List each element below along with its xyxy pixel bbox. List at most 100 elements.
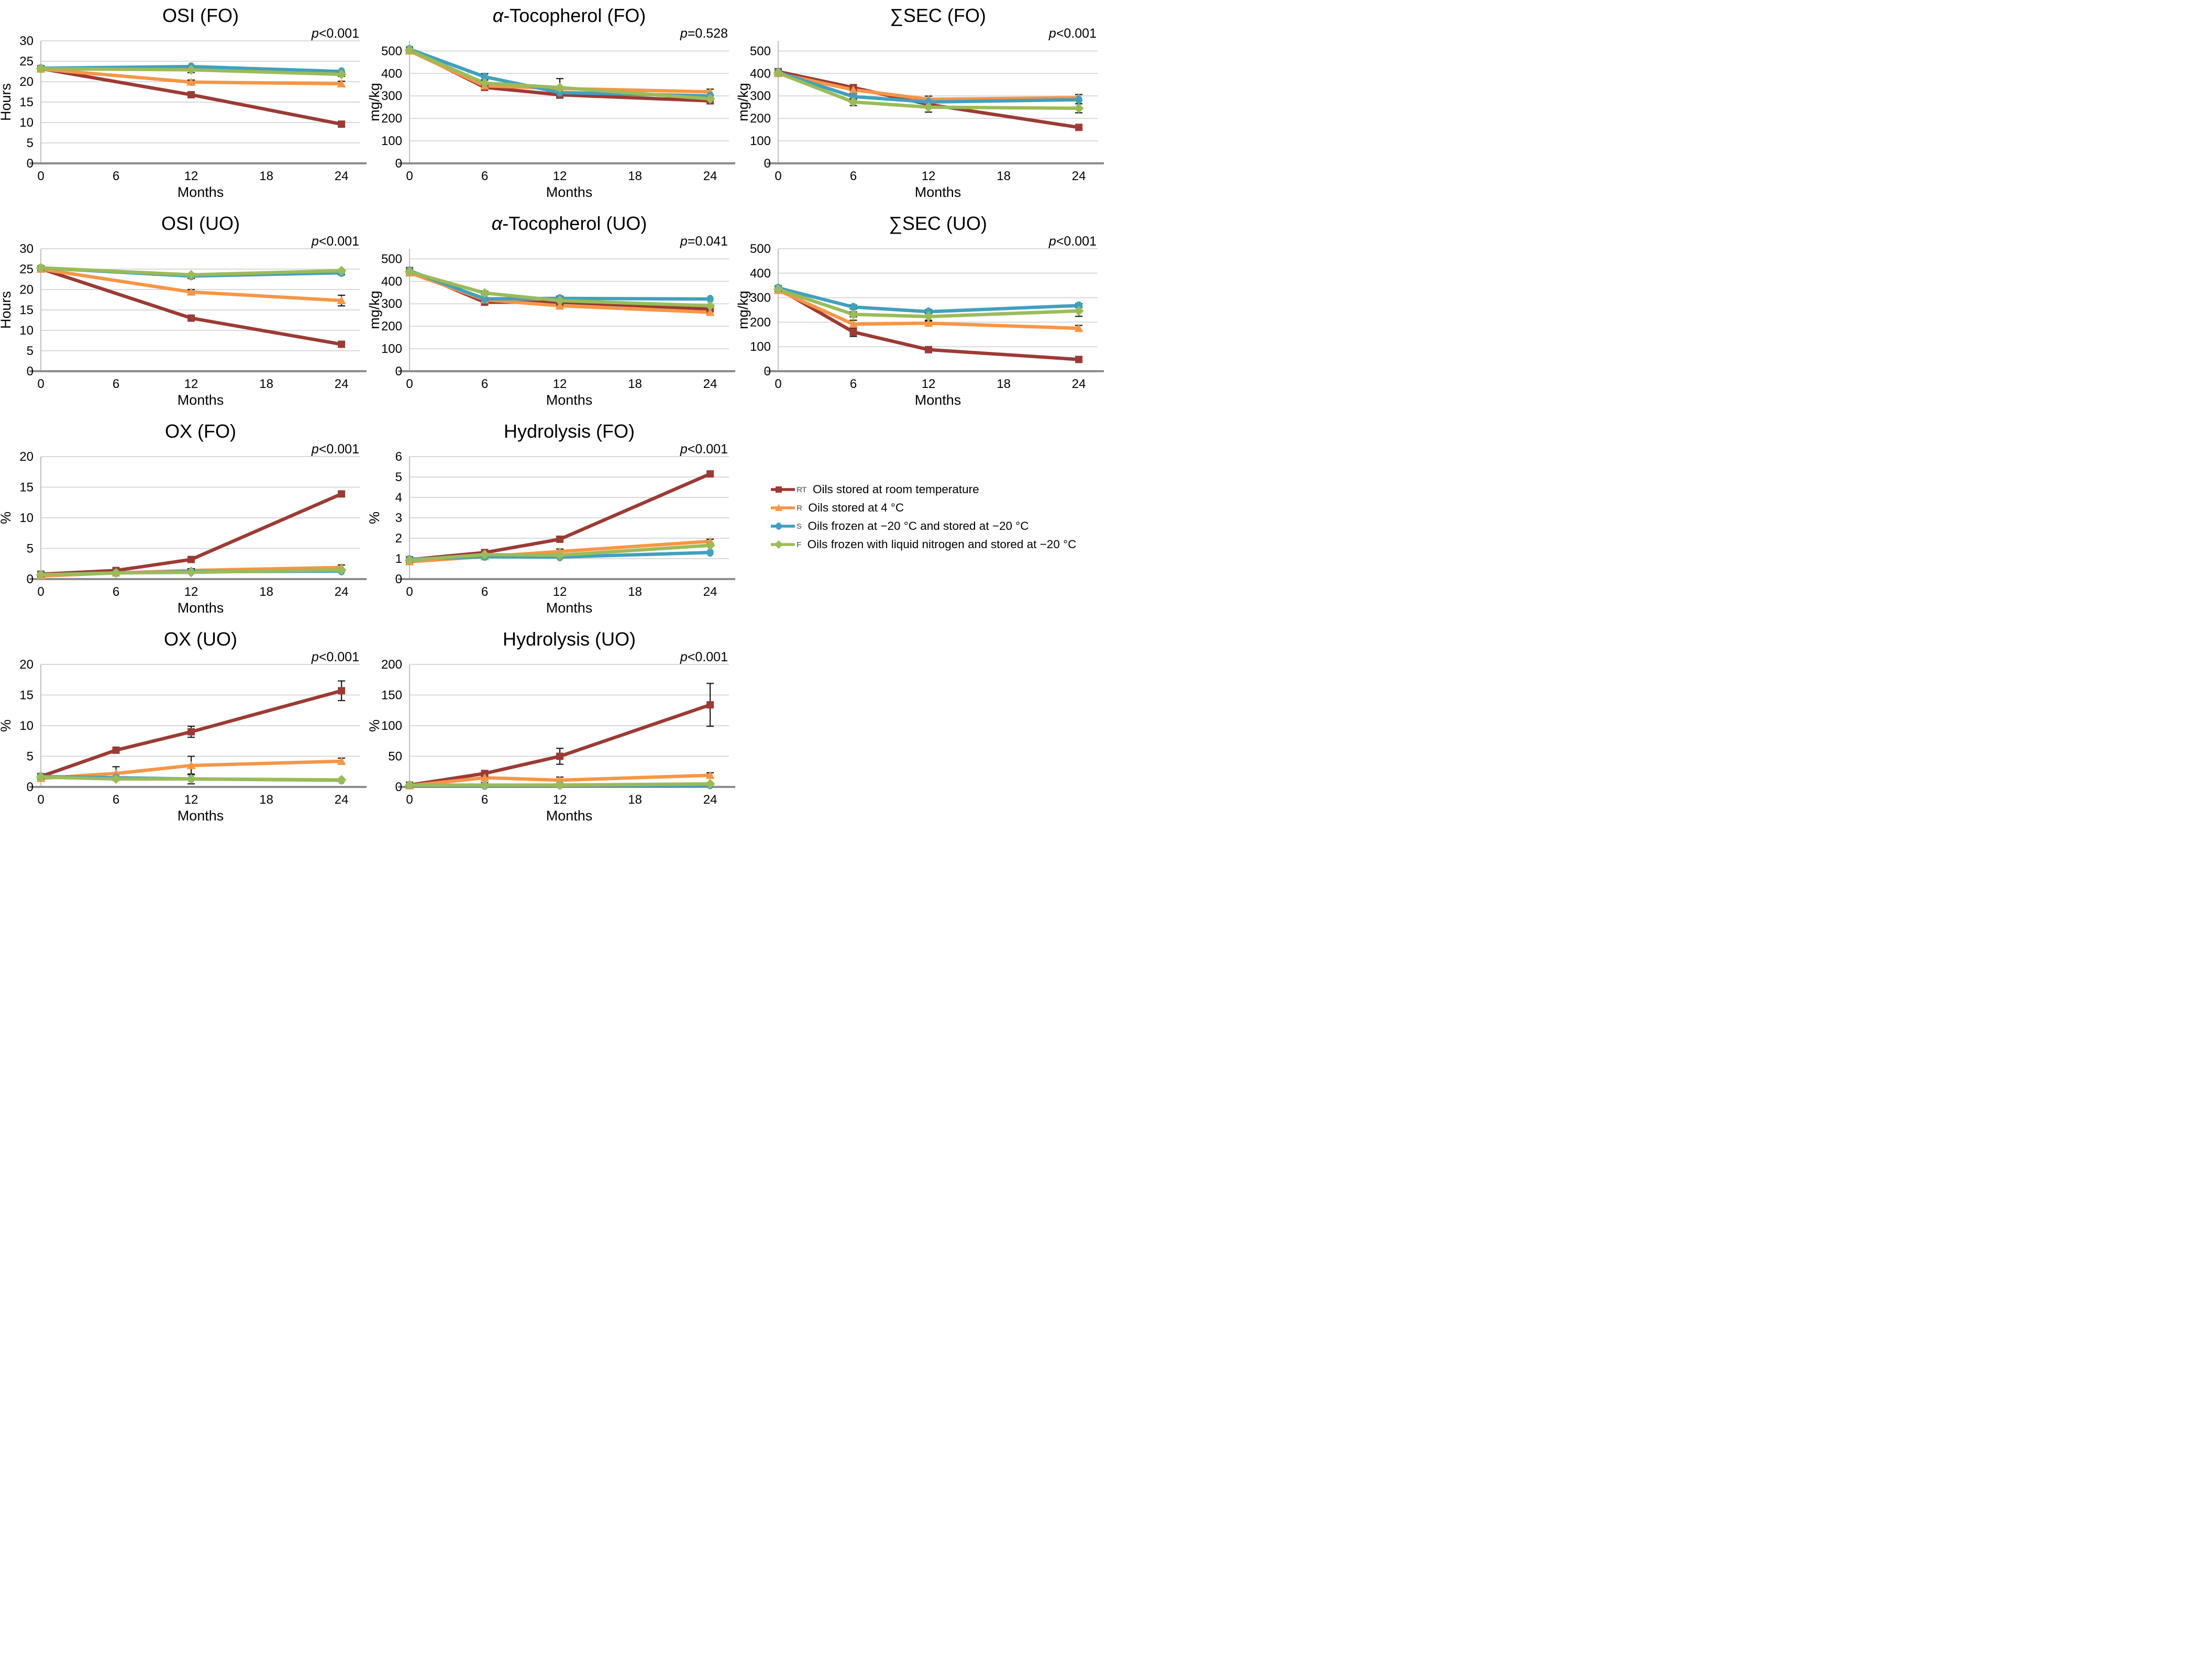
- y-axis-label: Hours: [0, 291, 14, 329]
- svg-text:6: 6: [481, 585, 488, 599]
- svg-text:500: 500: [750, 242, 771, 256]
- chart-canvas: 0 100 200 300 400 500 0 6 12 18 24 α-Tocopherol (UO…: [369, 213, 735, 408]
- chart-tocopherol-fo: 0 100 200 300 400 500 0 6 12 18 24 α-Tocopherol (FO…: [369, 0, 737, 208]
- chart-title: ∑SEC (FO): [890, 5, 986, 26]
- svg-text:100: 100: [750, 340, 771, 354]
- series-markers: [36, 490, 347, 580]
- svg-text:0: 0: [27, 780, 34, 794]
- legend-item-rt: RT Oils stored at room temperature: [770, 483, 1106, 496]
- p-value-label: p<0.001: [680, 650, 728, 664]
- chart-ox-fo: 0 5 10 15 20 0 6 12 18 24 OX (FO) p<0.001 Months%: [0, 416, 369, 624]
- series-line-F: [776, 71, 1081, 110]
- error-bars: [481, 683, 714, 784]
- x-tick-labels: 0 6 12 18 24: [406, 169, 717, 183]
- svg-text:0: 0: [395, 157, 402, 171]
- y-tick-labels: 0 50 100 150 200: [381, 658, 402, 794]
- series-line-S: [776, 286, 1081, 314]
- svg-text:12: 12: [184, 169, 198, 183]
- svg-text:20: 20: [19, 75, 34, 89]
- svg-text:6: 6: [850, 377, 857, 391]
- svg-text:300: 300: [381, 89, 402, 103]
- svg-text:150: 150: [381, 688, 402, 703]
- svg-text:24: 24: [335, 793, 349, 807]
- svg-text:20: 20: [19, 450, 34, 464]
- x-axis-label: Months: [546, 184, 593, 200]
- series-markers: [404, 701, 715, 790]
- svg-text:10: 10: [19, 324, 34, 338]
- x-axis-label: Months: [546, 600, 593, 616]
- y-tick-labels: 0 5 10 15 20 25 30: [19, 242, 34, 379]
- svg-text:0: 0: [764, 157, 771, 171]
- svg-text:0: 0: [775, 169, 781, 183]
- series-markers: [773, 68, 1084, 131]
- legend: RT Oils stored at room temperature R Oil…: [737, 416, 1106, 624]
- svg-text:12: 12: [553, 585, 567, 599]
- legend-marker-circle-icon: [770, 520, 796, 532]
- svg-text:0: 0: [764, 364, 771, 379]
- chart-title: ∑SEC (UO): [889, 213, 987, 234]
- legend-label: Oils stored at 4 °C: [808, 501, 904, 514]
- svg-text:300: 300: [750, 89, 771, 103]
- chart-osi-fo: 0 5 10 15 20 25 30 0 6 12 18 24 OSI (FO) p<0.001 Month…: [0, 0, 369, 208]
- x-axis-label: Months: [178, 600, 224, 616]
- series-line-RT: [776, 287, 1081, 361]
- chart-canvas: 0 100 200 300 400 500 0 6 12 18 24 ∑SEC (FO) p<0.001…: [737, 5, 1104, 200]
- y-axis-label: mg/kg: [369, 291, 382, 329]
- svg-text:18: 18: [259, 169, 273, 183]
- gridlines: [778, 50, 1098, 142]
- error-bars: [112, 680, 346, 785]
- svg-text:18: 18: [259, 585, 273, 599]
- series-line-S: [407, 269, 712, 301]
- p-value-label: p<0.001: [311, 650, 359, 664]
- y-axis-label: Hours: [0, 83, 14, 121]
- svg-text:5: 5: [395, 470, 402, 484]
- series-line-F: [407, 48, 712, 101]
- svg-text:15: 15: [19, 688, 34, 703]
- chart-osi-uo: 0 5 10 15 20 25 30 0 6 12 18 24 OSI (UO) p<0.001 Month…: [0, 208, 369, 416]
- svg-text:200: 200: [381, 112, 402, 126]
- series-line-F: [407, 270, 712, 308]
- svg-text:0: 0: [27, 364, 34, 379]
- legend-marker-triangle-icon: [770, 502, 796, 514]
- svg-text:200: 200: [750, 315, 771, 329]
- chart-title: α-Tocopherol (UO): [492, 213, 647, 234]
- series-markers: [404, 266, 715, 316]
- svg-text:18: 18: [628, 377, 642, 391]
- chart-ox-uo: 0 5 10 15 20 0 6 12 18 24 OX (UO) p<0.001 Months%: [0, 624, 369, 831]
- svg-text:200: 200: [750, 112, 771, 126]
- y-axis-label: mg/kg: [737, 291, 751, 329]
- svg-text:24: 24: [335, 377, 349, 391]
- series-line-R: [776, 72, 1081, 101]
- svg-text:24: 24: [1072, 169, 1086, 183]
- chart-canvas: 0 100 200 300 400 500 0 6 12 18 24 α-Tocopherol (FO…: [369, 5, 735, 200]
- svg-text:300: 300: [381, 297, 402, 311]
- series-line-S: [776, 70, 1081, 104]
- svg-text:500: 500: [381, 252, 402, 266]
- legend-key: S: [797, 522, 802, 531]
- y-tick-labels: 0 100 200 300 400 500: [381, 252, 402, 379]
- x-axis-label: Months: [178, 184, 224, 200]
- series-markers: [404, 45, 715, 105]
- y-axis-label: mg/kg: [737, 83, 751, 121]
- chart-title: Hydrolysis (FO): [504, 420, 635, 442]
- svg-text:0: 0: [406, 585, 413, 599]
- y-axis-label: mg/kg: [369, 83, 382, 121]
- p-value-label: p=0.528: [680, 26, 728, 41]
- svg-text:24: 24: [335, 169, 349, 183]
- svg-text:15: 15: [19, 303, 34, 317]
- svg-text:0: 0: [406, 377, 413, 391]
- chart-title: OX (FO): [165, 420, 236, 442]
- series-line-F: [407, 543, 712, 562]
- svg-text:10: 10: [19, 116, 34, 130]
- svg-text:0: 0: [27, 572, 34, 586]
- series-line-R: [407, 773, 712, 787]
- figure-grid: 0 5 10 15 20 25 30 0 6 12 18 24 OSI (FO) p<0.001 Month…: [0, 0, 1106, 831]
- svg-text:0: 0: [775, 377, 781, 391]
- svg-text:6: 6: [481, 169, 488, 183]
- chart-canvas: 0 50 100 150 200 0 6 12 18 24 Hydrolysis (UO) p<0.0…: [369, 628, 735, 824]
- svg-text:4: 4: [395, 491, 402, 505]
- svg-text:300: 300: [750, 291, 771, 305]
- legend-marker-diamond-icon: [770, 538, 796, 551]
- svg-text:5: 5: [27, 136, 34, 150]
